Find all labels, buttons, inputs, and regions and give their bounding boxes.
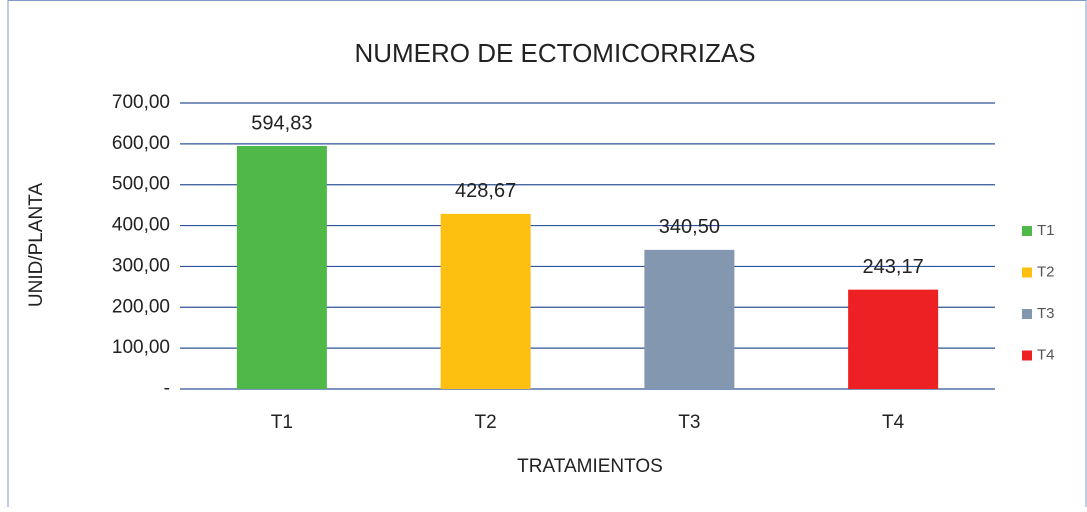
legend-label: T1 — [1037, 222, 1055, 239]
legend-label: T3 — [1037, 305, 1055, 322]
data-label: 243,17 — [863, 256, 924, 278]
y-tick-label: 200,00 — [112, 296, 170, 317]
y-tick-label: 700,00 — [112, 92, 170, 113]
y-tick-label: 400,00 — [112, 215, 170, 236]
bar — [440, 213, 531, 389]
legend-label: T2 — [1037, 263, 1055, 280]
y-axis-label: UNID/PLANTA — [26, 183, 47, 308]
x-tick-label: T2 — [475, 412, 497, 433]
data-label: 594,83 — [251, 112, 312, 134]
legend-swatch — [1022, 309, 1032, 319]
x-axis-label: TRATAMIENTOS — [517, 456, 663, 477]
chart-border — [7, 0, 1087, 512]
x-tick-label: T1 — [271, 412, 293, 433]
y-tick-label: 100,00 — [112, 337, 170, 358]
legend-label: T4 — [1037, 346, 1055, 363]
data-label: 428,67 — [455, 180, 516, 202]
y-tick-label: - — [164, 378, 170, 399]
y-tick-label: 300,00 — [112, 255, 170, 276]
bar — [644, 249, 735, 389]
y-tick-label: 600,00 — [112, 133, 170, 154]
legend-swatch — [1022, 267, 1032, 278]
x-tick-label: T4 — [882, 412, 905, 433]
data-label: 340,50 — [659, 216, 720, 238]
bar — [236, 145, 327, 389]
chart-title: NUMERO DE ECTOMICORRIZAS — [354, 38, 755, 68]
bar — [848, 289, 939, 389]
x-tick-label: T3 — [678, 412, 700, 433]
y-tick-label: 500,00 — [112, 174, 170, 195]
legend-swatch — [1022, 350, 1032, 361]
legend-swatch — [1022, 226, 1032, 236]
